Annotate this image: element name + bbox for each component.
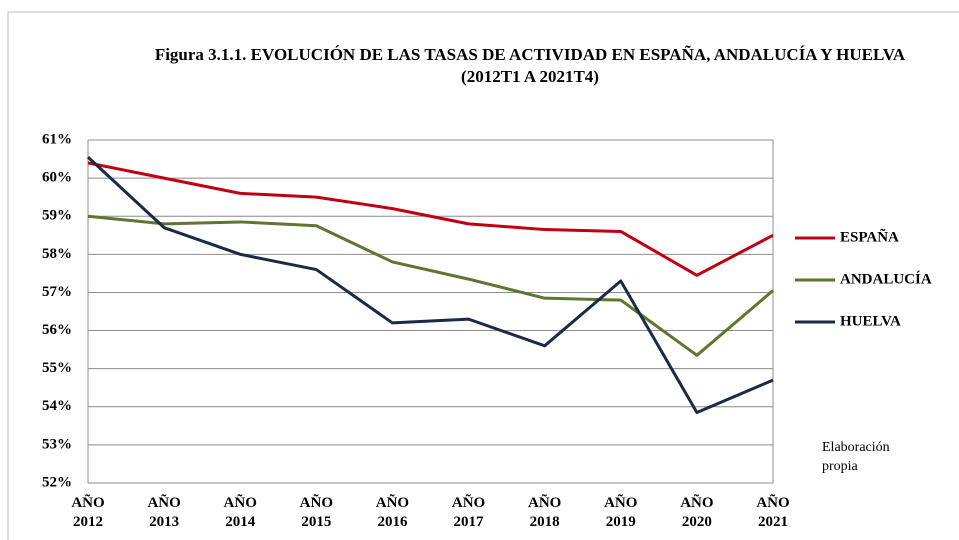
x-tick-label: AÑO 2021 <box>756 495 790 530</box>
note: Elaboración propia <box>822 440 890 474</box>
legend-label: HUELVA <box>840 313 901 329</box>
x-tick-label: AÑO 2015 <box>299 495 333 530</box>
y-tick-label: 61% <box>42 131 72 147</box>
y-tick-label: 53% <box>42 436 72 452</box>
y-tick-label: 58% <box>42 246 72 262</box>
frame <box>7 11 959 540</box>
x-tick-label: AÑO 2017 <box>451 495 486 530</box>
y-tick-label: 54% <box>42 398 72 414</box>
legend-label: ESPAÑA <box>840 227 899 245</box>
series-line <box>86 156 774 414</box>
y-tick-label: 56% <box>42 322 72 338</box>
series-line <box>87 161 774 277</box>
x-tick-label: AÑO 2012 <box>71 495 105 530</box>
legend-label: ANDALUCÍA <box>840 270 932 287</box>
y-tick-label: 57% <box>42 284 72 300</box>
y-tick-label: 52% <box>42 474 72 490</box>
x-tick-label: AÑO 2018 <box>527 495 562 530</box>
x-tick-label: AÑO 2013 <box>147 495 181 530</box>
y-tick-label: 55% <box>42 360 72 376</box>
series-line <box>87 214 774 357</box>
x-tick-label: AÑO 2020 <box>680 495 714 530</box>
x-tick-label: AÑO 2019 <box>604 495 638 530</box>
y-tick-label: 60% <box>42 170 72 186</box>
x-tick-label: AÑO 2016 <box>375 495 410 530</box>
x-tick-label: AÑO 2014 <box>223 495 257 530</box>
chart-title: Figura 3.1.1. EVOLUCIÓN DE LAS TASAS DE … <box>154 45 906 86</box>
y-tick-label: 59% <box>42 208 72 224</box>
